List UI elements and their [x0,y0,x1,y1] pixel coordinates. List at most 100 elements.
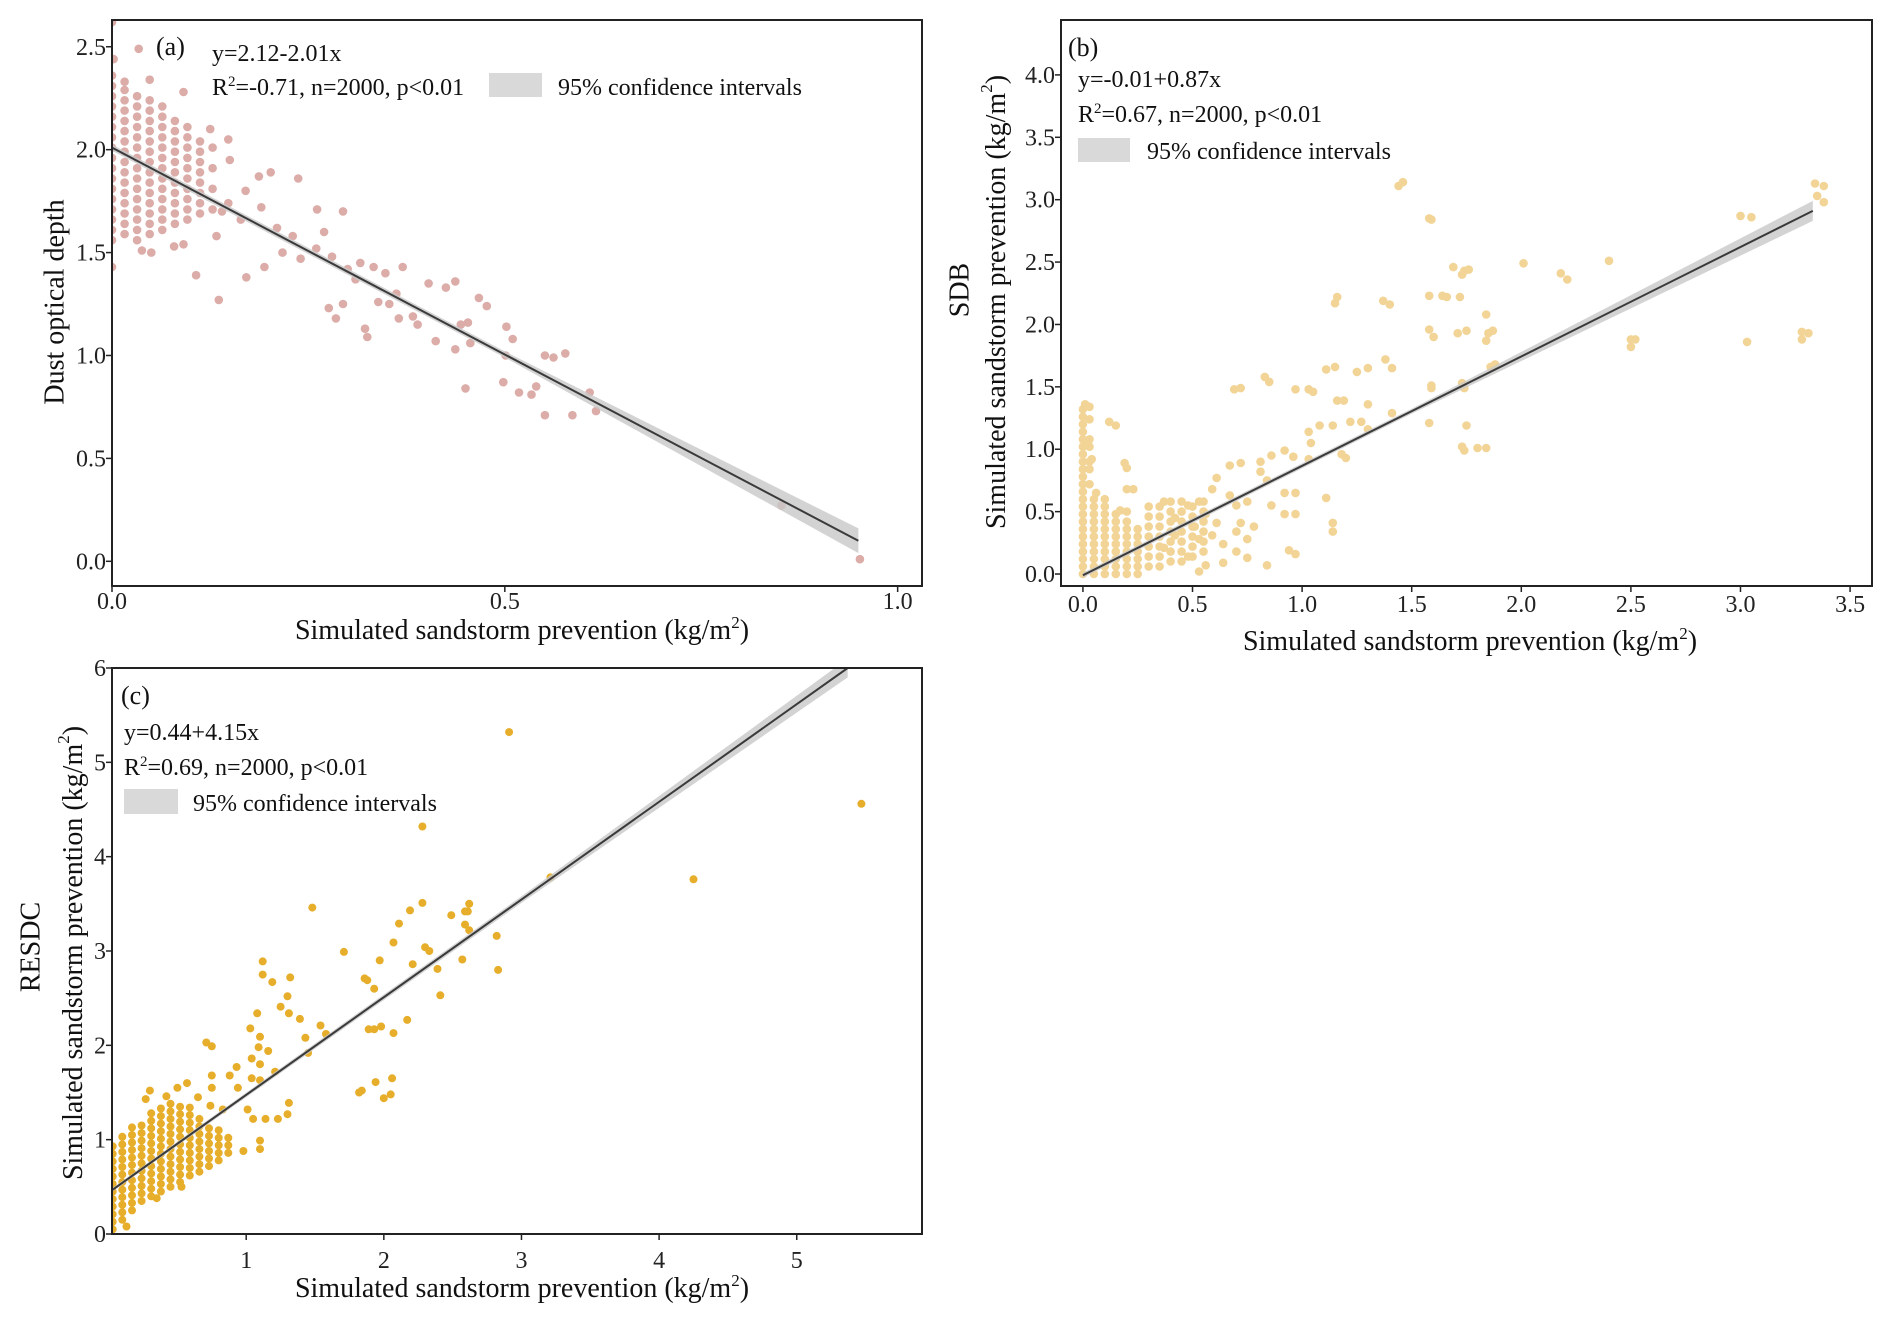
data-point [195,1114,204,1123]
y-tick-label: 2.5 [1025,250,1055,276]
data-point [1122,532,1132,541]
data-point [137,1197,146,1205]
regression-stats: R2=0.67, n=2000, p<0.01 [1078,101,1322,128]
data-point [128,1131,136,1139]
data-point [1819,197,1829,207]
data-point [338,299,348,309]
data-point [1144,522,1153,531]
data-point [145,209,154,218]
data-point [370,984,379,993]
data-point [1100,547,1110,556]
data-point [128,1123,136,1132]
data-point [225,1071,234,1080]
data-point [118,1163,127,1171]
data-point [1188,532,1197,541]
data-point [1155,552,1164,561]
data-point [132,91,142,101]
data-point [1078,449,1088,459]
data-point [363,976,372,985]
data-point [540,351,550,360]
data-point [183,194,192,204]
data-point [132,102,142,111]
data-point [273,1114,282,1123]
data-point [406,906,414,915]
data-point [1280,488,1289,498]
data-point [128,1153,136,1162]
x-axis-label: Simulated sandstorm prevention (kg/m2) [295,1271,749,1304]
data-point [206,1101,215,1110]
data-point [132,235,142,245]
data-point [1085,464,1094,474]
data-point [254,172,264,181]
data-point [158,122,167,132]
data-point [179,240,188,249]
data-point [1556,269,1566,278]
y-axis-label: SDB [944,263,975,317]
data-point [120,96,129,105]
data-point [312,244,321,253]
data-point [418,822,427,831]
data-point [179,87,188,97]
data-point [1078,420,1088,429]
data-point [1455,292,1465,302]
data-point [1177,547,1186,556]
data-point [1188,542,1197,551]
data-point [1166,557,1175,566]
r2-superscript: 2 [1094,101,1102,117]
data-point [118,1185,127,1194]
data-point [156,1127,165,1136]
data-point [1306,438,1316,448]
y-tick-label: 1.5 [76,241,106,267]
data-point [1078,479,1088,489]
data-point [474,293,484,303]
y-tick-label: 3.5 [1025,125,1055,151]
data-point [568,410,577,420]
data-point [463,907,472,916]
data-point [170,198,180,208]
data-point [1080,400,1090,409]
data-point [158,102,167,111]
data-point [132,133,142,142]
data-point [118,1200,127,1209]
data-point [1232,547,1241,556]
data-point [308,903,317,912]
data-point [156,1142,165,1151]
x-axis-label: Simulated sandstorm prevention (kg/m2) [1243,624,1697,657]
data-point [319,227,329,237]
data-point [224,1141,233,1150]
data-point [137,1129,146,1138]
data-point [1085,415,1094,424]
data-point [1308,387,1318,397]
data-point [191,270,201,280]
data-point [137,1136,146,1145]
data-point [339,947,348,956]
x-tick-label: 5 [791,1248,803,1274]
data-point [120,126,129,136]
data-point [389,1029,398,1038]
data-point [112,1210,117,1219]
data-point [145,137,154,146]
r2-prefix: R [124,755,140,781]
data-point [1144,532,1153,541]
data-point [1387,408,1397,418]
data-point [1457,270,1467,279]
data-point [185,1118,194,1127]
data-point [243,1105,252,1114]
data-point [112,1149,117,1158]
data-point [185,1164,194,1172]
regression-line [112,146,859,542]
data-point [147,1184,156,1193]
data-point [185,1156,194,1165]
data-point [1100,539,1110,549]
data-point [145,116,154,126]
data-point [466,338,475,348]
data-point [128,1198,136,1207]
r2-rest: =-0.71, n=2000, p<0.01 [236,75,465,101]
data-point [492,931,501,940]
data-point [1742,337,1752,347]
y-tick-label: 0.0 [1025,562,1055,588]
data-point [1085,479,1094,489]
data-point [212,231,221,241]
data-point [1328,518,1338,528]
regression-equation: y=0.44+4.15x [124,720,259,746]
